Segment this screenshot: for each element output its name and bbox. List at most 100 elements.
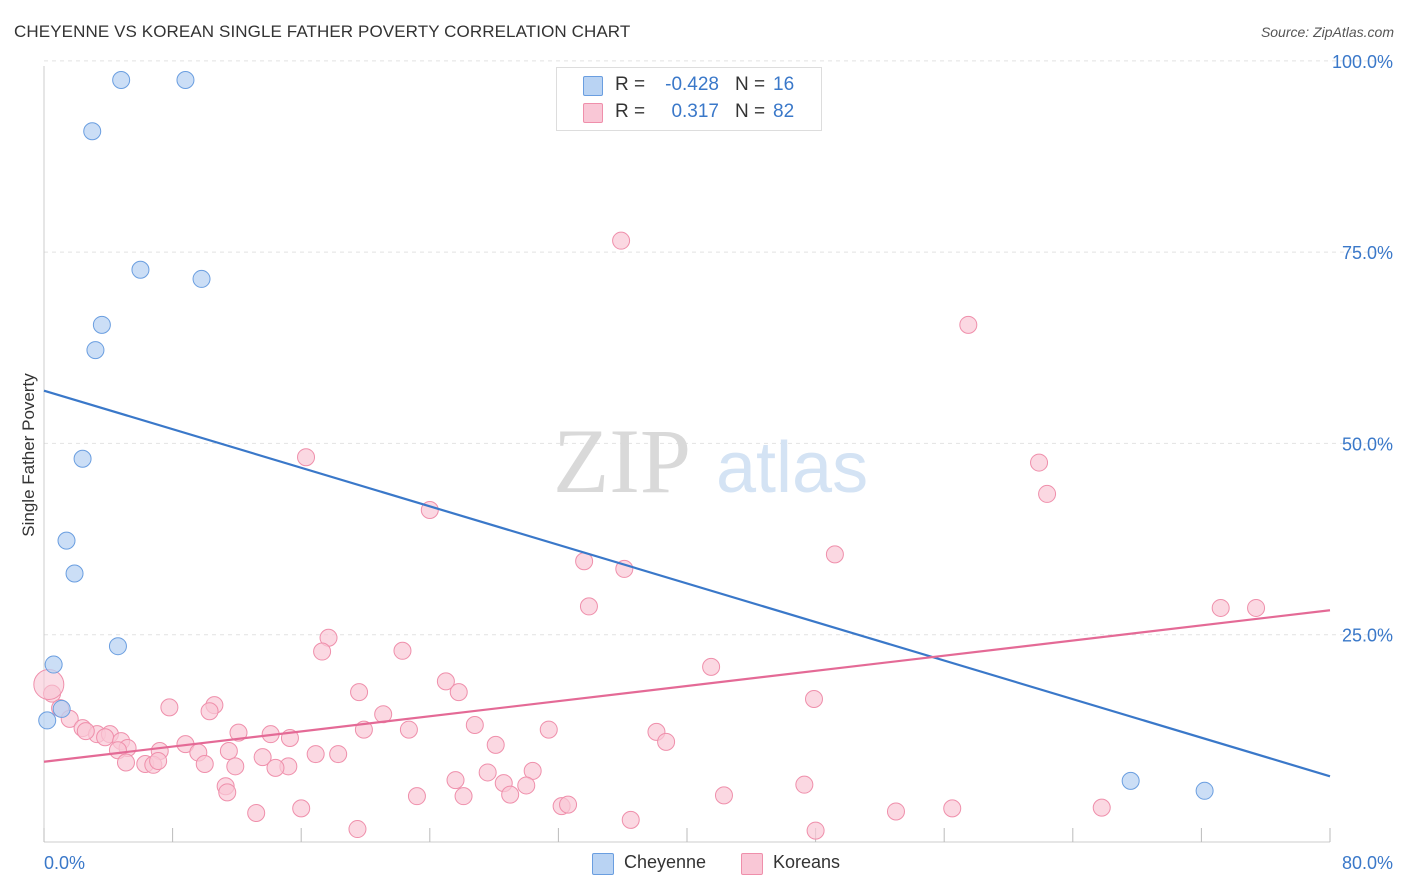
cheyenne-point [1121,771,1140,790]
koreans-point [306,745,325,764]
koreans-point [436,672,455,691]
koreans-point [218,783,237,802]
legend-swatch-koreans [583,103,603,123]
koreans-point [621,810,640,829]
koreans-point [478,763,497,782]
watermark-zip: ZIP [553,410,691,512]
watermark: ZIP atlas [553,410,868,512]
y-tick-label: 25.0% [1342,626,1393,646]
cheyenne-point [92,315,111,334]
koreans-point [297,448,316,467]
koreans-point [539,720,558,739]
cheyenne-point [38,711,57,730]
series-koreans-points [33,231,1266,840]
cheyenne-point [57,531,76,550]
koreans-point [1030,453,1049,472]
y-tick-label: 75.0% [1342,243,1393,263]
koreans-point [615,559,634,578]
koreans-point [226,757,245,776]
koreans-point [348,820,367,839]
koreans-point [959,315,978,334]
y-tick-label: 50.0% [1342,434,1393,454]
koreans-trend-line [43,609,1331,763]
cheyenne-point [52,699,71,718]
koreans-point [886,802,905,821]
koreans-point [465,716,484,735]
legend-label-koreans: Koreans [773,852,841,872]
x-axis-ticks [43,828,1331,842]
koreans-point [96,728,115,747]
legend-swatch-cheyenne [592,853,614,875]
n-label: N = [735,101,766,122]
koreans-point [559,795,578,814]
koreans-point [1247,598,1266,617]
n-value: 16 [773,74,795,95]
cheyenne-point [73,449,92,468]
koreans-point [1038,484,1057,503]
koreans-point [501,785,520,804]
koreans-point [657,732,676,751]
r-value: -0.428 [665,74,719,95]
koreans-point [149,751,168,770]
koreans-point [292,799,311,818]
koreans-point [219,742,238,761]
cheyenne-point [83,122,102,141]
x-tick-label: 0.0% [44,853,85,873]
koreans-point [329,745,348,764]
koreans-point [612,231,631,250]
koreans-point [247,803,266,822]
correlation-legend: R = -0.428 N = 16 R = 0.317 N = 82 [556,67,822,131]
koreans-point [393,641,412,660]
source-label: Source: ZipAtlas.com [1260,24,1394,40]
koreans-point [486,735,505,754]
x-tick-label: 80.0% [1342,853,1393,873]
koreans-point [806,821,825,840]
koreans-point [266,758,285,777]
koreans-point [454,787,473,806]
trend-lines [43,389,1331,778]
koreans-point [195,755,214,774]
koreans-point [116,753,135,772]
koreans-point [313,642,332,661]
cheyenne-point [108,637,127,656]
koreans-point [1092,798,1111,817]
koreans-point [517,776,536,795]
koreans-point [943,799,962,818]
koreans-point [449,683,468,702]
n-value: 82 [773,101,795,122]
koreans-point [407,787,426,806]
y-axis-label: Single Father Poverty [19,373,38,537]
koreans-point [160,698,179,717]
cheyenne-point [44,655,63,674]
koreans-point [804,689,823,708]
gridlines [44,60,1390,636]
koreans-point [253,748,272,767]
cheyenne-point [112,71,131,89]
cheyenne-point [131,260,150,279]
y-tick-label: 100.0% [1332,52,1393,72]
r-label: R = [615,101,646,122]
koreans-point [714,786,733,805]
cheyenne-point [86,341,105,360]
legend-swatch-cheyenne [583,76,603,96]
koreans-point [33,668,65,700]
koreans-point [229,723,248,742]
koreans-point [399,720,418,739]
koreans-point [446,771,465,790]
cheyenne-point [65,564,84,583]
n-label: N = [735,74,766,95]
koreans-point [200,702,219,721]
koreans-point [702,657,721,676]
koreans-point [1211,598,1230,617]
koreans-point [350,683,369,702]
cheyenne-point [192,269,211,288]
cheyenne-point [176,71,195,89]
watermark-atlas: atlas [716,428,868,508]
koreans-point [76,722,95,741]
chart-title: CHEYENNE VS KOREAN SINGLE FATHER POVERTY… [14,22,631,41]
koreans-point [795,775,814,794]
legend-swatch-koreans [741,853,763,875]
x-tick-labels: 0.0% 80.0% [44,853,1393,873]
legend-row-cheyenne: R = -0.428 N = 16 [557,73,821,99]
